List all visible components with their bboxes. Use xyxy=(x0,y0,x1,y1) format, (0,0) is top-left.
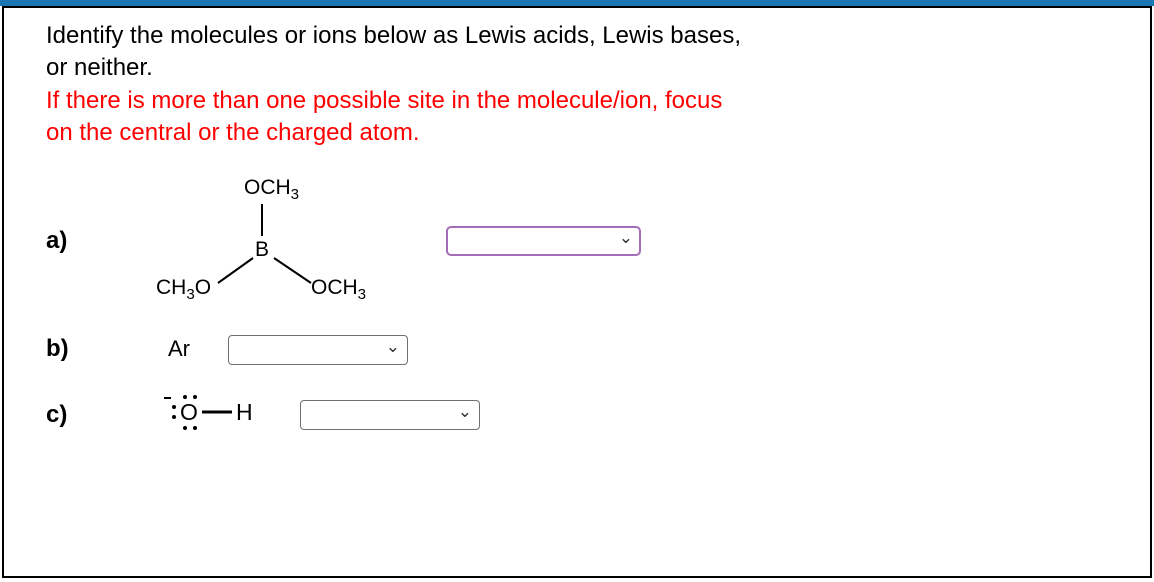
select-b[interactable] xyxy=(228,335,408,365)
molecule-a-center-atom: B xyxy=(255,238,269,262)
select-c-wrap xyxy=(300,399,480,430)
molecule-a-left-group: CH3O xyxy=(156,276,211,303)
molecule-a-right-group: OCH3 xyxy=(311,276,366,303)
select-a-wrap xyxy=(446,225,641,256)
part-a-row: a) OCH3 B CH3O OCH3 xyxy=(46,174,1130,308)
molecule-c-decor xyxy=(160,395,280,435)
part-b-row: b) Ar xyxy=(46,334,1130,365)
question-line-2: or neither. xyxy=(46,52,1130,84)
page-container: Identify the molecules or ions below as … xyxy=(0,0,1154,582)
part-c-label: c) xyxy=(46,401,136,429)
part-c-row: c) O H xyxy=(46,395,1130,435)
molecule-a: OCH3 B CH3O OCH3 xyxy=(136,176,396,306)
hint-line-2: on the central or the charged atom. xyxy=(46,117,1130,149)
molecule-a-top-group: OCH3 xyxy=(244,176,299,203)
part-a-label: a) xyxy=(46,227,136,255)
molecule-c-oxygen: O xyxy=(180,399,198,426)
part-b-label: b) xyxy=(46,335,136,363)
molecule-c-hydrogen: H xyxy=(236,399,253,426)
question-line-1: Identify the molecules or ions below as … xyxy=(46,20,1130,52)
molecule-b: Ar xyxy=(168,336,190,362)
molecule-c: O H xyxy=(160,395,280,435)
select-a[interactable] xyxy=(446,226,641,256)
question-box: Identify the molecules or ions below as … xyxy=(2,6,1152,578)
select-c[interactable] xyxy=(300,400,480,430)
select-b-wrap xyxy=(228,334,408,365)
hint-line-1: If there is more than one possible site … xyxy=(46,85,1130,117)
